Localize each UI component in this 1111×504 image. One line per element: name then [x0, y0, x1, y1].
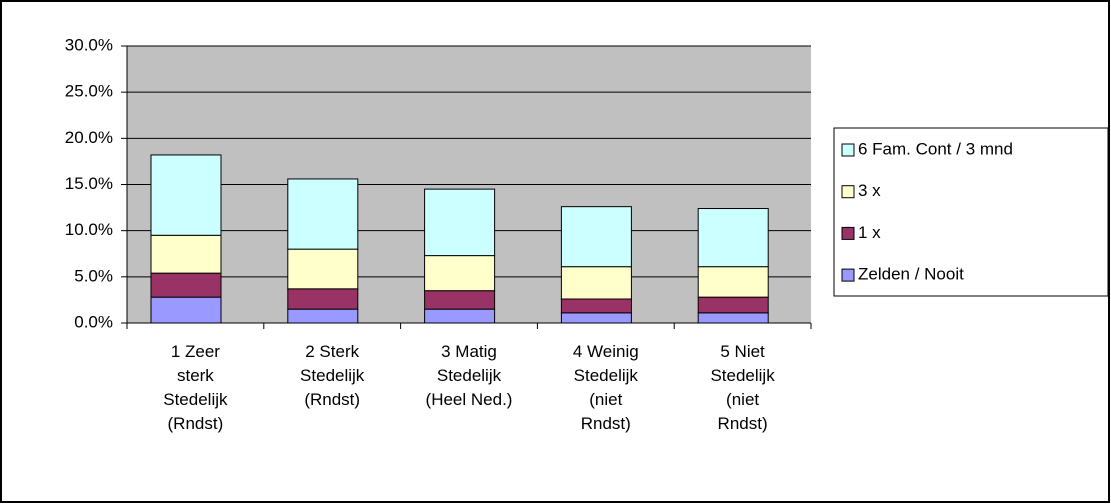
bar-segment: [287, 308, 359, 324]
bar-segment: [697, 312, 769, 324]
y-tick-label: 30.0%: [65, 35, 113, 54]
y-tick-label: 5.0%: [74, 266, 113, 285]
bar-segment: [287, 178, 359, 250]
bar-segment: [697, 208, 769, 268]
bar-segment: [424, 308, 496, 324]
bar-segment: [287, 288, 359, 310]
legend-label: 3 x: [858, 181, 881, 200]
bar-segment: [287, 248, 359, 290]
bar-segment: [560, 298, 632, 314]
y-tick-label: 0.0%: [74, 312, 113, 331]
y-tick-label: 15.0%: [65, 174, 113, 193]
bar-segment: [560, 312, 632, 324]
bar-segment: [424, 290, 496, 310]
bar-segment: [560, 266, 632, 300]
legend-label: 6 Fam. Cont / 3 mnd: [858, 139, 1013, 158]
bar-segment: [150, 296, 222, 324]
legend-label: Zelden / Nooit: [858, 265, 964, 284]
y-tick-label: 25.0%: [65, 82, 113, 101]
legend-box: [833, 127, 1109, 297]
bar-segment: [150, 154, 222, 236]
x-tick-label: 2 Sterk Stedelijk (Rndst): [300, 342, 365, 409]
y-tick-label: 10.0%: [65, 220, 113, 239]
bar-segment: [424, 255, 496, 292]
x-tick-label: 1 Zeer sterk Stedelijk (Rndst): [163, 342, 228, 433]
legend-swatch: [841, 143, 855, 157]
y-tick-label: 20.0%: [65, 128, 113, 147]
bar-segment: [697, 266, 769, 298]
legend-swatch: [841, 268, 855, 282]
bar-segment: [150, 272, 222, 298]
bar-segment: [560, 206, 632, 268]
x-tick-label: 4 Weinig Stedelijk (niet Rndst): [572, 342, 639, 433]
bar-segment: [697, 296, 769, 314]
x-tick-label: 5 Niet Stedelijk (niet Rndst): [710, 342, 775, 433]
bar-segment: [424, 188, 496, 257]
legend-swatch: [841, 185, 855, 199]
legend-label: 1 x: [858, 223, 881, 242]
bar-segment: [150, 234, 222, 274]
legend-swatch: [841, 226, 855, 240]
x-tick-label: 3 Matig Stedelijk (Heel Ned.): [425, 342, 513, 409]
